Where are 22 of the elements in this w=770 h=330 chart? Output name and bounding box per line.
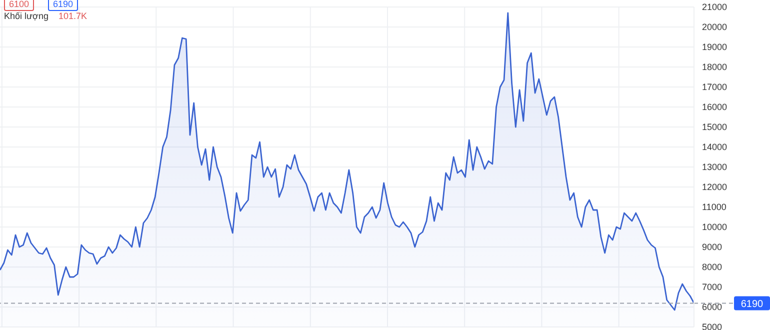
y-tick-label: 5000 [702,322,722,330]
y-tick-label: 9000 [702,242,722,252]
y-tick-label: 20000 [702,22,728,32]
annotation: Khối lượng [4,11,48,21]
y-tick-label: 19000 [702,42,728,52]
ref-line-label: 6190 [740,299,764,310]
y-tick-label: 10000 [702,222,728,232]
y-tick-label: 13000 [702,162,728,172]
y-tick-label: 17000 [702,82,728,92]
y-tick-label: 11000 [702,202,726,212]
annotation: 6100 [4,0,34,11]
annotation: 101.7K [58,11,87,21]
y-tick-label: 8000 [702,262,722,272]
y-tick-label: 15000 [702,122,728,132]
y-tick-label: 18000 [702,62,728,72]
y-tick-label: 14000 [702,142,728,152]
annotation: 6190 [48,0,78,11]
y-tick-label: 7000 [702,282,722,292]
y-tick-label: 6000 [702,302,722,312]
y-tick-label: 21000 [702,2,728,12]
y-tick-label: 12000 [702,182,728,192]
y-tick-label: 16000 [702,102,728,112]
